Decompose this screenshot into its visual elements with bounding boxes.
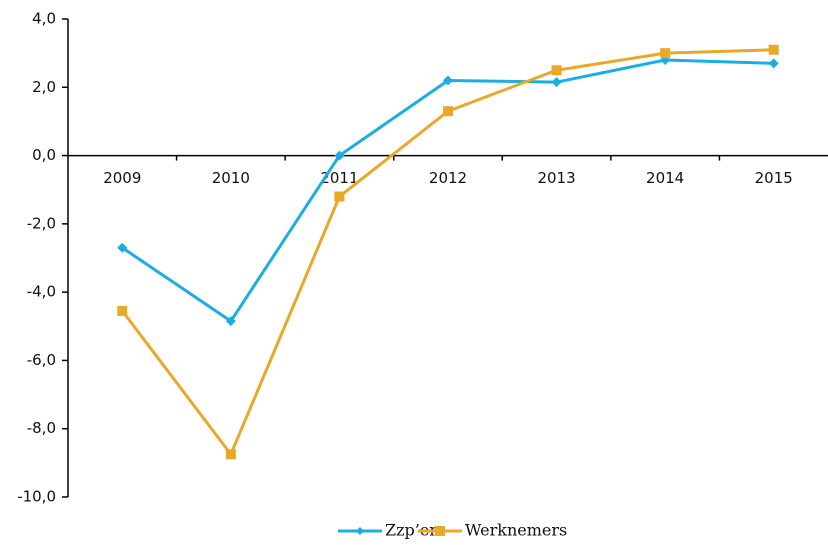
y-tick-label: -2,0 [27,214,56,232]
x-tick-label: 2011 [320,169,358,187]
y-tick-label: -8,0 [27,419,56,437]
marker [334,150,345,161]
marker [117,242,128,253]
marker [443,75,453,86]
x-tick-label: 2015 [755,169,793,187]
marker [334,191,345,202]
y-tick-label: -4,0 [27,283,56,301]
marker [768,44,779,55]
marker [117,305,128,316]
x-tick-label: 2010 [212,169,250,187]
marker [435,526,445,536]
y-tick-label: -10,0 [17,488,56,506]
series-line [121,58,774,324]
x-tick-label: 2009 [103,169,141,187]
marker [225,449,236,460]
marker [551,77,562,88]
marker [551,65,562,76]
y-tick-label: 4,0 [32,10,56,28]
y-tick-label: 2,0 [32,78,56,96]
y-tick-label: 0,0 [32,146,56,164]
legend-label: Zzp’ers [385,521,445,540]
marker [225,316,236,327]
marker [768,58,779,69]
y-tick-label: -6,0 [27,351,56,369]
x-tick-label: 2013 [537,169,575,187]
x-tick-label: 2012 [429,169,467,187]
legend-label: Werknemers [465,521,567,540]
marker [443,106,453,117]
marker [660,48,671,59]
marker [356,527,364,535]
x-tick-label: 2014 [646,169,684,187]
